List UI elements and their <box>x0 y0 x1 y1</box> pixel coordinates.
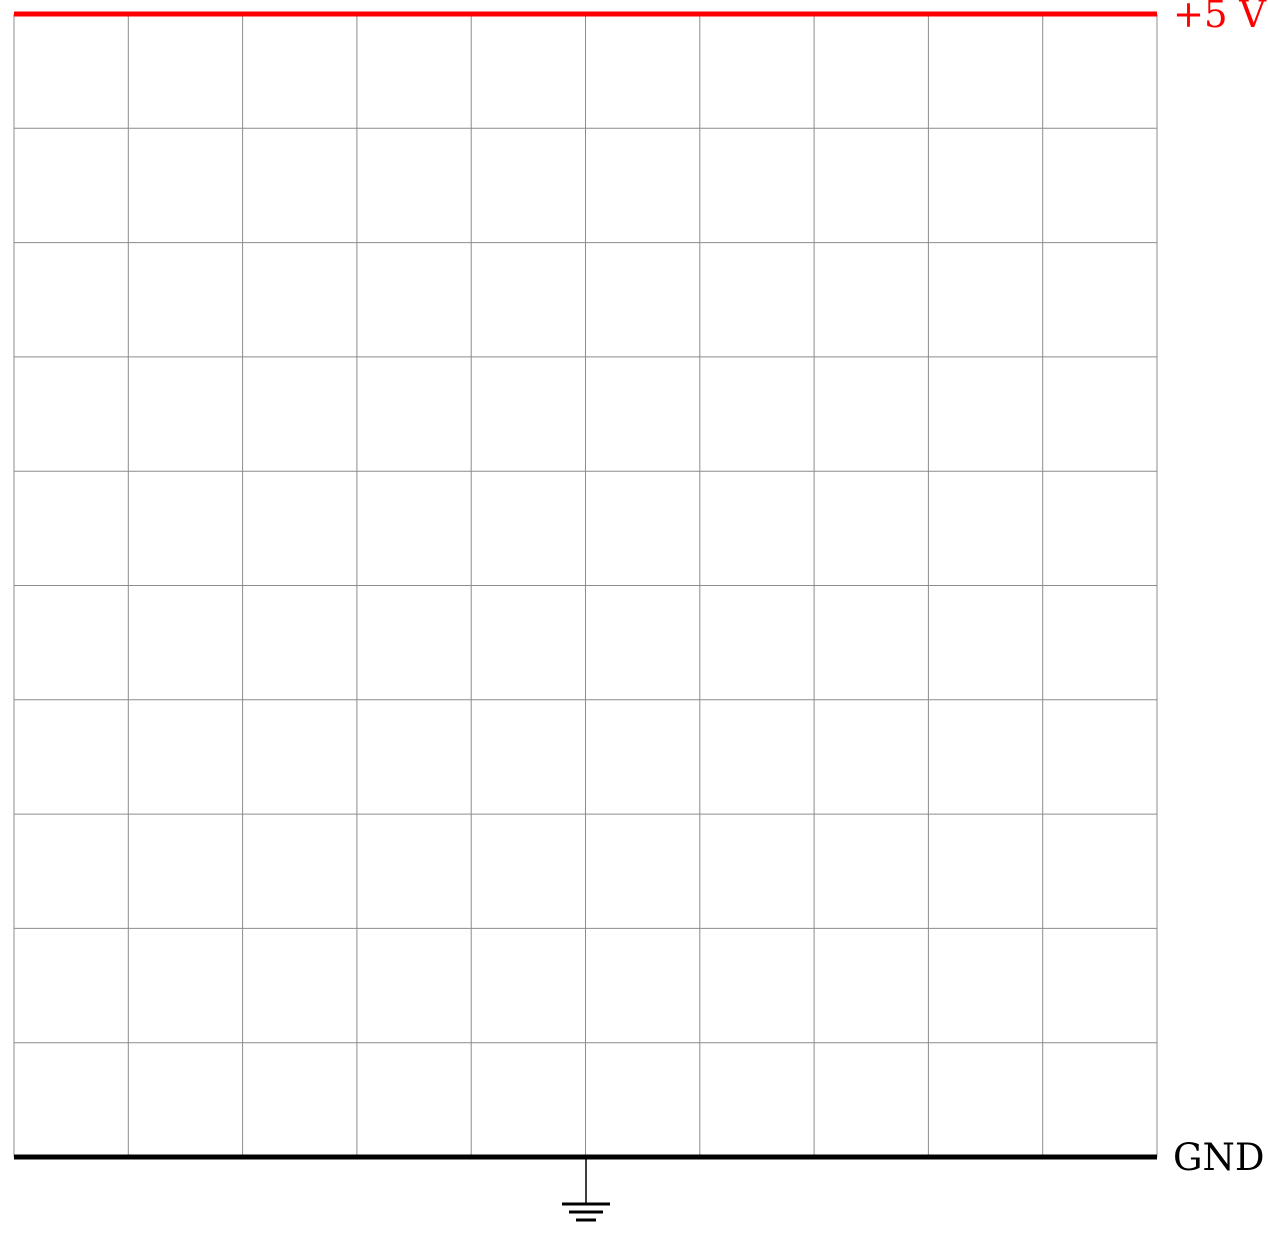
power-rail-5v-label: +5 V <box>1173 0 1267 36</box>
ground-rail-label: GND <box>1173 1136 1265 1179</box>
ground-icon <box>562 1157 610 1222</box>
grid <box>13 13 1158 1158</box>
